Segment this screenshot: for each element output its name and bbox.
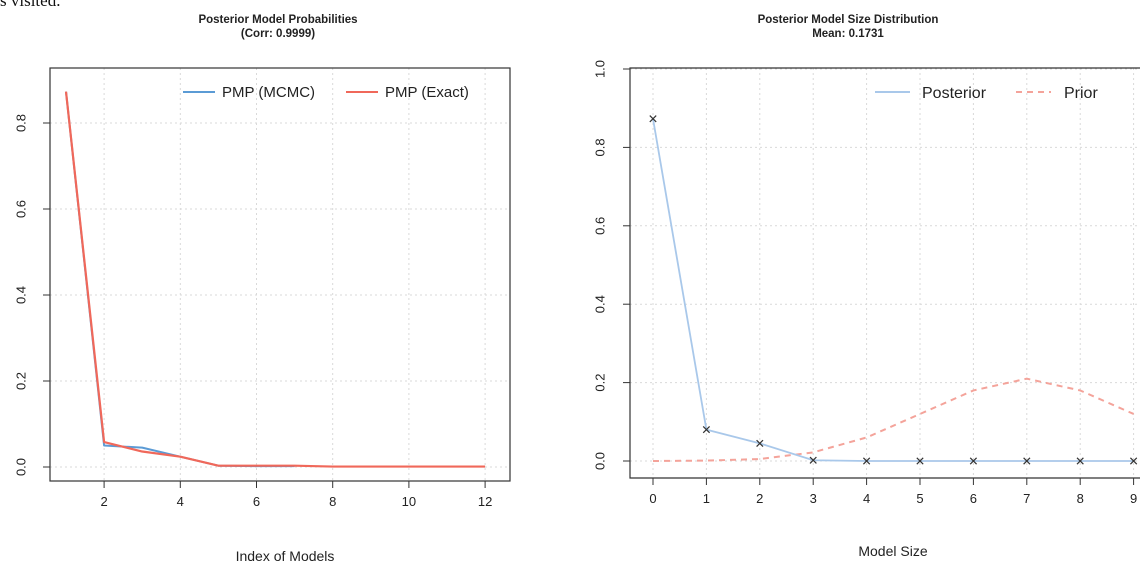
- legend-label-prior: Prior: [1064, 85, 1098, 102]
- right-y-tick-label: 0.6: [592, 217, 607, 235]
- right-posterior-point: [969, 457, 978, 465]
- right-posterior-point: [702, 426, 711, 434]
- right-chart-title: Posterior Model Size Distribution: [758, 14, 939, 26]
- legend-label-pmp-mcmc: PMP (MCMC): [222, 84, 315, 101]
- right-x-tick-label: 7: [1023, 491, 1030, 506]
- right-chart-subtitle: Mean: 0.1731: [812, 28, 884, 40]
- right-y-axis: 0.0 0.2 0.4 0.6 0.8 1.0: [592, 60, 630, 470]
- left-series-line-pmp-exact: [64, 91, 486, 468]
- left-y-tick-label: 0.6: [13, 200, 28, 218]
- right-x-tick-label: 4: [863, 491, 870, 506]
- right-series-group: [649, 115, 1138, 465]
- left-x-tick-label: 6: [253, 494, 260, 509]
- legend-label-posterior: Posterior: [922, 85, 987, 102]
- left-y-tick-label: 0.8: [13, 114, 28, 132]
- left-chart-title: Posterior Model Probabilities: [198, 14, 357, 26]
- right-y-tick-label: 0.0: [592, 452, 607, 470]
- right-posterior-point: [1076, 457, 1084, 465]
- left-x-axis: 2 4 6 8 10 12: [100, 481, 492, 509]
- right-plot-frame: [629, 67, 1140, 479]
- left-series-group: [64, 91, 486, 468]
- left-chart: Posterior Model Probabilities (Corr: 0.9…: [13, 14, 511, 564]
- left-x-tick-label: 8: [329, 494, 336, 509]
- left-y-tick-label: 0.4: [13, 286, 28, 304]
- left-y-tick-label: 0.0: [13, 458, 28, 476]
- right-x-tick-label: 1: [703, 491, 710, 506]
- right-x-tick-label: 8: [1077, 491, 1084, 506]
- right-x-tick-label: 9: [1130, 491, 1137, 506]
- left-x-tick-label: 12: [478, 494, 492, 509]
- left-plot-frame: [49, 67, 511, 482]
- right-x-tick-label: 3: [810, 491, 817, 506]
- left-y-axis: 0.0 0.2 0.4 0.6 0.8: [13, 114, 50, 476]
- right-posterior-point: [809, 456, 817, 464]
- right-legend: Posterior Prior: [875, 85, 1098, 102]
- right-series-line-posterior: [652, 118, 1134, 462]
- right-x-axis: 0 1 2 3 4 5 6 7 8 9: [649, 478, 1137, 506]
- left-x-tick-label: 4: [177, 494, 184, 509]
- left-chart-subtitle: (Corr: 0.9999): [241, 28, 315, 40]
- right-gridlines: [630, 68, 1140, 478]
- right-posterior-point: [649, 115, 657, 123]
- right-posterior-point: [1129, 457, 1138, 465]
- right-x-tick-label: 6: [970, 491, 977, 506]
- left-x-tick-label: 10: [402, 494, 416, 509]
- right-y-tick-label: 0.4: [592, 295, 607, 313]
- right-chart: Posterior Model Size Distribution Mean: …: [592, 14, 1140, 559]
- right-x-tick-label: 2: [756, 491, 763, 506]
- right-y-tick-label: 0.8: [592, 138, 607, 156]
- left-gridlines: [50, 68, 510, 481]
- left-y-tick-label: 0.2: [13, 372, 28, 390]
- legend-label-pmp-exact: PMP (Exact): [385, 84, 469, 101]
- left-x-axis-label: Index of Models: [236, 548, 335, 564]
- right-y-tick-label: 0.2: [592, 374, 607, 392]
- right-x-axis-label: Model Size: [858, 543, 927, 559]
- right-posterior-point: [1023, 457, 1031, 465]
- right-posterior-point: [756, 439, 764, 447]
- right-x-tick-label: 5: [916, 491, 923, 506]
- left-x-tick-label: 2: [100, 494, 107, 509]
- right-posterior-point: [862, 457, 871, 465]
- right-posterior-point: [916, 457, 924, 465]
- page-text-fragment: s visited.: [0, 0, 61, 10]
- right-series-line-prior: [652, 377, 1135, 462]
- right-y-tick-label: 1.0: [592, 60, 607, 78]
- right-x-tick-label: 0: [649, 491, 656, 506]
- left-legend: PMP (MCMC) PMP (Exact): [183, 84, 469, 101]
